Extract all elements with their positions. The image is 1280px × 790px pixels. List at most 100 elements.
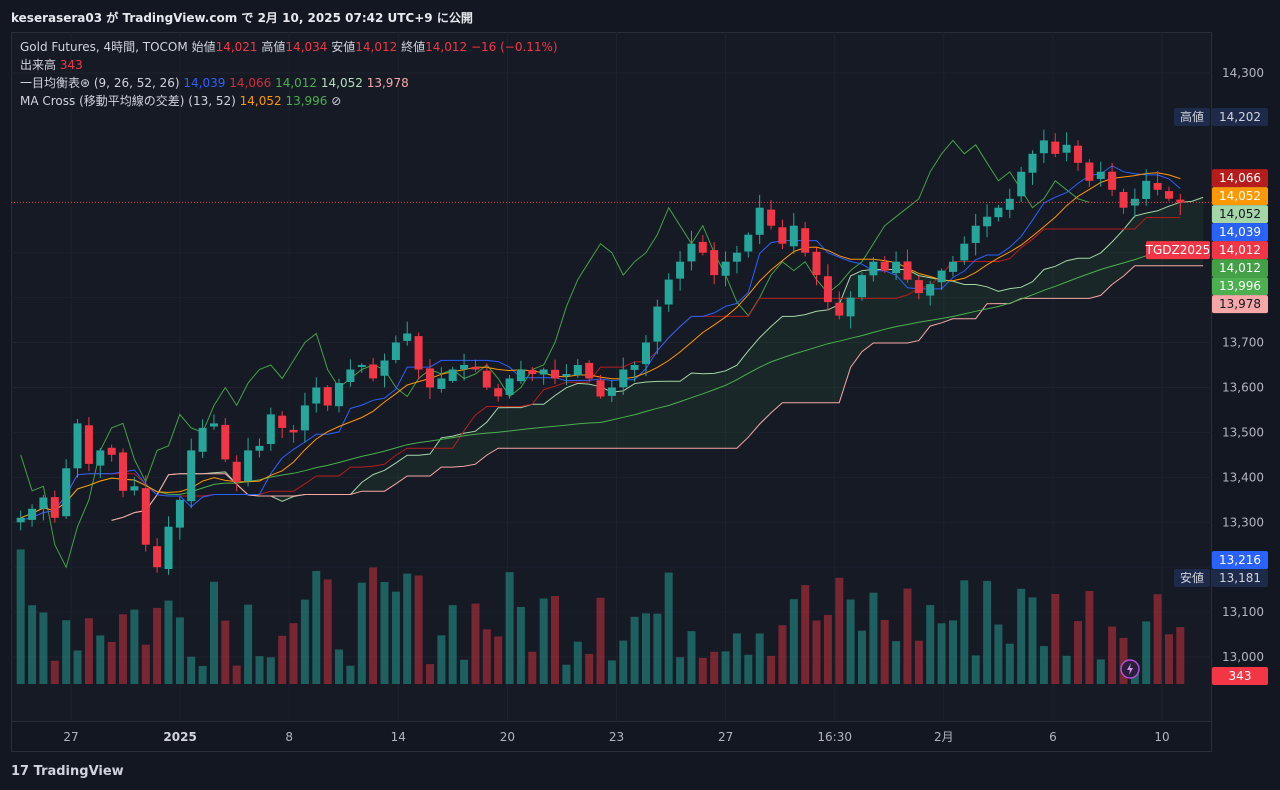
candle-body <box>164 526 173 569</box>
senkou-span-a-line <box>111 196 1204 521</box>
tv-logo-icon: 𝟭𝟳 <box>11 764 30 779</box>
legend-symbol-row[interactable]: Gold Futures, 4時間, TOCOM 始値14,021 高値14,0… <box>20 38 558 56</box>
volume-bar <box>1051 593 1060 684</box>
volume-bar <box>949 620 957 684</box>
volume-bar <box>607 660 616 684</box>
legend-symbol: Gold Futures, 4時間, TOCOM <box>20 40 188 54</box>
top-bar: keserasera03 が TradingView.com で 2月 10, … <box>0 0 1280 32</box>
candle-body <box>1028 153 1037 173</box>
legend-spanB: 13,978 <box>366 76 409 90</box>
candle-body <box>369 364 378 379</box>
candle-body <box>471 366 480 370</box>
volume-bar <box>255 656 264 684</box>
candle-body <box>141 488 150 545</box>
volume-bar <box>823 614 832 684</box>
volume-bar <box>846 599 855 684</box>
candle-body <box>698 241 707 253</box>
volume-bar <box>346 665 355 684</box>
candle-body <box>289 429 298 433</box>
volume-bar <box>767 655 776 684</box>
volume-bar <box>50 660 59 684</box>
volume-bar <box>698 657 707 684</box>
volume-bar <box>926 605 935 684</box>
candle-body <box>789 225 798 247</box>
price-axis[interactable] <box>1212 32 1280 722</box>
time-tick: 2月 <box>934 730 954 744</box>
volume-bar <box>1165 634 1173 684</box>
price-tick: 13,500 <box>1222 425 1264 439</box>
volume-bar <box>801 585 810 684</box>
volume-bar <box>971 655 980 684</box>
legend-high: 14,034 <box>285 40 328 54</box>
legend-close: 14,012 <box>425 40 468 54</box>
volume-bar <box>653 613 662 684</box>
price-badge-tenkan <box>1212 223 1268 242</box>
candle-body <box>994 207 1003 218</box>
candle-body <box>971 225 980 243</box>
candle-body <box>823 276 832 303</box>
time-tick: 14 <box>391 730 406 744</box>
legend-volume-row[interactable]: 出来高 343 <box>20 56 558 74</box>
candle-body <box>73 423 82 469</box>
volume-bar <box>448 605 457 684</box>
candle-body <box>914 280 923 294</box>
legend-ma-row[interactable]: MA Cross (移動平均線の交差) (13, 52) 14,052 13,9… <box>20 92 558 110</box>
candle-body <box>539 369 548 375</box>
tradingview-logo[interactable]: 𝟭𝟳 TradingView <box>11 764 124 779</box>
volume-bar <box>835 577 844 684</box>
price-badge-text: 14,012 <box>1219 243 1261 257</box>
price-badge-text: 13,216 <box>1219 553 1261 567</box>
candle-body <box>119 452 127 491</box>
price-badge-text: 14,202 <box>1219 110 1261 124</box>
candle-body <box>846 297 855 317</box>
volume-bars <box>16 549 1185 684</box>
volume-bar <box>357 582 366 684</box>
volume-bar <box>84 618 93 684</box>
legend-ichimoku-row[interactable]: 一目均衡表⊛ (9, 26, 52, 26) 14,039 14,066 14,… <box>20 74 558 92</box>
volume-bar <box>778 625 787 684</box>
candle-body <box>244 450 253 482</box>
price-tick: 13,600 <box>1222 380 1264 394</box>
candle-body <box>414 336 423 370</box>
legend-ma-hidden-icon[interactable]: ⊘ <box>331 94 342 108</box>
volume-bar <box>130 609 139 684</box>
time-tick: 16:30 <box>817 730 852 744</box>
candle-body <box>323 387 332 406</box>
time-tick: 20 <box>500 730 515 744</box>
time-axis[interactable] <box>11 722 1212 752</box>
candle-body <box>50 497 59 518</box>
candle-body <box>28 508 37 520</box>
volume-bar <box>744 654 753 684</box>
candle-body <box>551 369 559 379</box>
legend-close-label: 終値 <box>401 40 426 54</box>
volume-bar <box>573 641 582 684</box>
candle-body <box>892 261 901 274</box>
volume-bar <box>300 599 309 684</box>
candle-body <box>801 228 810 253</box>
volume-bar <box>210 581 218 684</box>
candle-body <box>210 423 218 427</box>
price-tick: 13,700 <box>1222 336 1264 350</box>
candle-body <box>880 261 889 271</box>
volume-bar <box>880 620 889 684</box>
volume-bar <box>244 604 253 684</box>
volume-bar <box>710 651 719 684</box>
volume-bar <box>391 591 400 684</box>
volume-bar <box>585 653 594 684</box>
candle-body <box>596 380 605 397</box>
volume-bar <box>1039 646 1048 684</box>
candle-body <box>1142 180 1151 199</box>
volume-bar <box>369 567 378 684</box>
candle-body <box>255 445 264 451</box>
volume-bar <box>721 651 730 684</box>
volume-bar <box>664 572 673 684</box>
candle-body <box>1176 199 1185 203</box>
candle-body <box>562 374 571 377</box>
candle-body <box>573 365 582 376</box>
candle-body <box>767 209 776 226</box>
candles <box>16 129 1185 575</box>
candle-body <box>448 369 457 381</box>
volume-bar <box>937 623 946 684</box>
volume-bar <box>414 575 423 684</box>
